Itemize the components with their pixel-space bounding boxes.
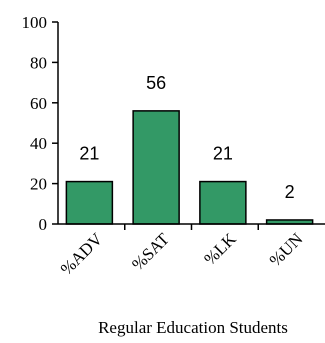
x-tick-label: %ADV <box>57 229 107 279</box>
x-tick-label: %UN <box>266 229 307 270</box>
y-tick-label: 0 <box>39 215 48 234</box>
y-tick-label: 100 <box>22 13 48 32</box>
bar <box>65 180 114 225</box>
data-label: 56 <box>146 73 166 93</box>
bar <box>132 110 180 225</box>
x-tick-label: %SAT <box>128 229 173 274</box>
y-axis: 0 20 40 60 80 100 <box>22 13 59 234</box>
x-axis-title: Regular Education Students <box>98 318 288 337</box>
data-label: 2 <box>285 182 295 202</box>
y-tick-label: 80 <box>30 53 47 72</box>
y-tick-label: 60 <box>30 94 47 113</box>
y-tick-label: 40 <box>30 134 47 153</box>
data-labels: 21 56 21 2 <box>79 73 294 202</box>
x-tick-label: %LK <box>200 229 240 269</box>
x-axis: %ADV %SAT %LK %UN <box>57 223 325 279</box>
data-label: 21 <box>79 144 99 164</box>
y-tick-label: 20 <box>30 175 47 194</box>
bars <box>65 110 314 225</box>
bar <box>199 180 247 225</box>
data-label: 21 <box>213 144 233 164</box>
